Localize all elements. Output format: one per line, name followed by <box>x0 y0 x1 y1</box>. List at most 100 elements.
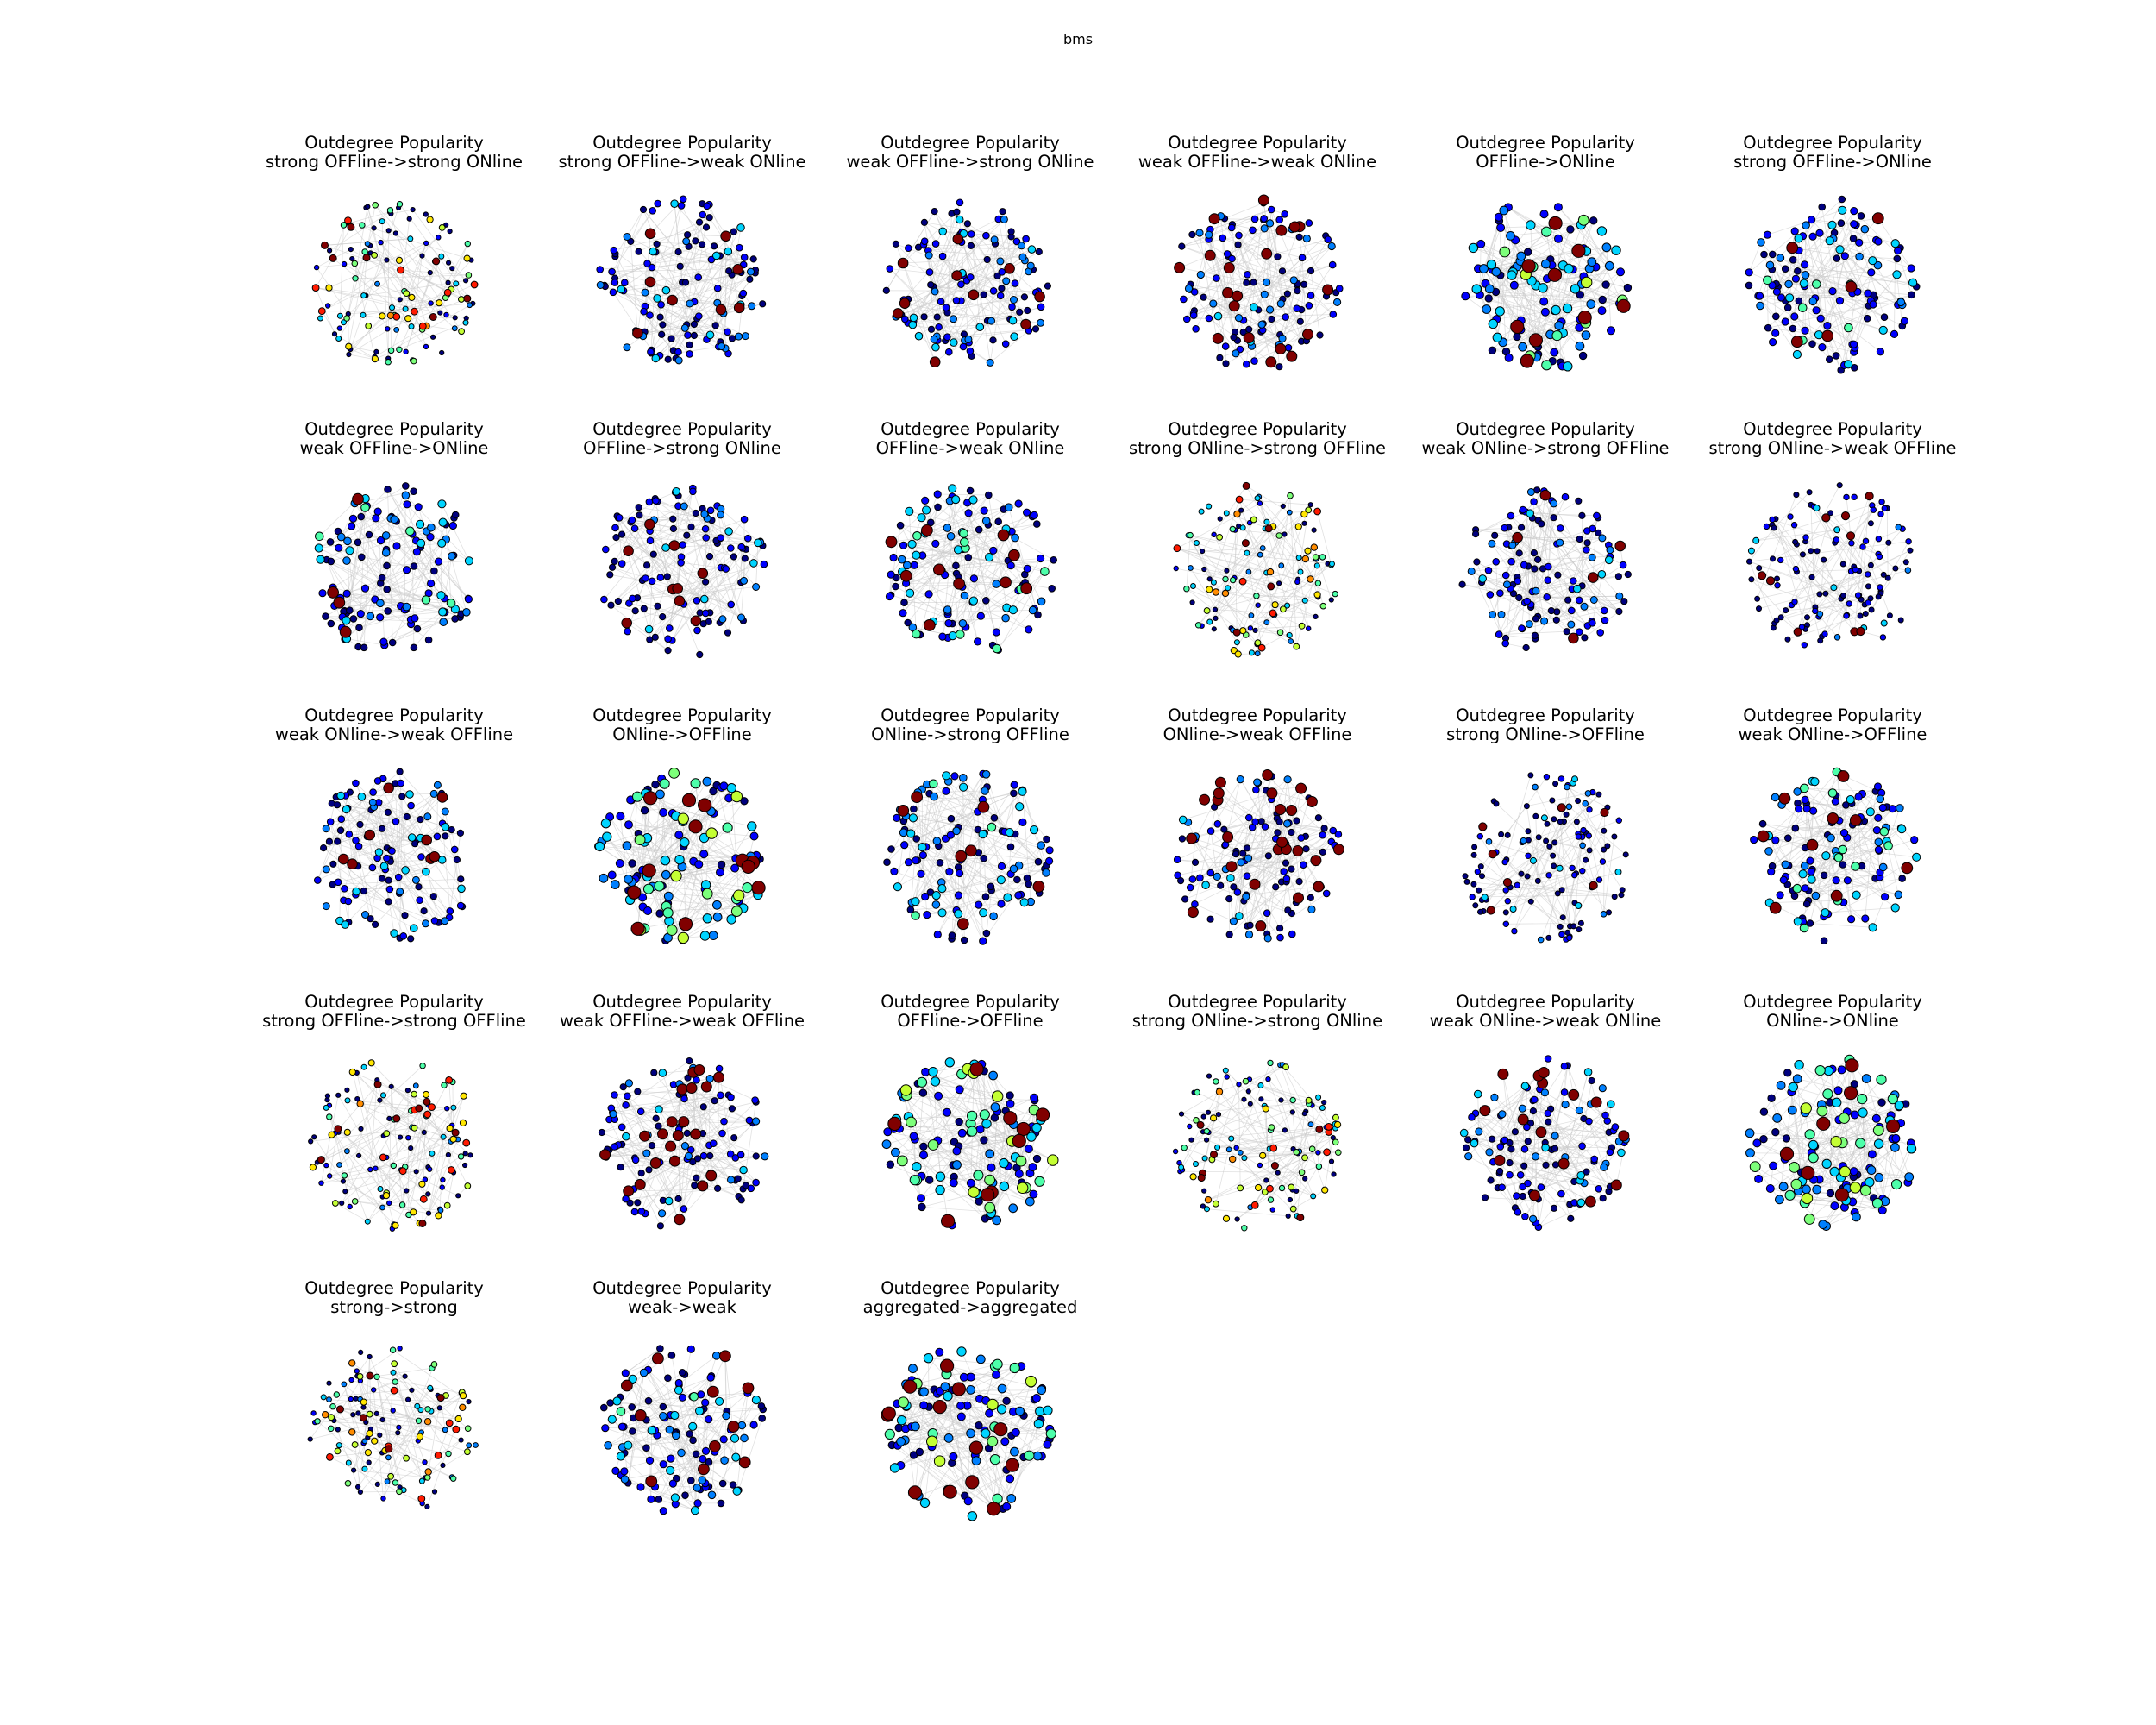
graph-edge <box>1258 308 1297 310</box>
graph-node <box>741 859 755 874</box>
graph-node <box>1843 612 1850 619</box>
graph-edge <box>1193 793 1219 913</box>
graph-node <box>653 240 661 248</box>
graph-node <box>627 885 642 900</box>
graph-edge <box>1802 485 1840 555</box>
graph-node <box>747 267 755 276</box>
graph-node <box>1261 248 1273 260</box>
graph-edge <box>318 548 427 600</box>
graph-node <box>658 330 666 338</box>
graph-node <box>1283 290 1291 298</box>
graph-edge <box>1506 255 1522 352</box>
graph-node <box>611 279 619 286</box>
graph-edge <box>1514 819 1555 932</box>
panel-title-line2: weak OFFline->ONline <box>299 438 489 458</box>
graph-node <box>1575 902 1583 909</box>
graph-node <box>906 829 916 838</box>
graph-node <box>1250 279 1257 286</box>
graph-node <box>923 911 931 919</box>
graph-edge <box>927 250 937 348</box>
graph-node <box>360 503 370 512</box>
panel-title-line2: weak ONline->strong OFFline <box>1421 438 1670 458</box>
panel-title: Outdegree Popularity strong OFFline->ONli… <box>1686 134 1979 172</box>
graph-node <box>453 280 460 287</box>
graph-node <box>1514 577 1522 585</box>
graph-node <box>908 320 918 329</box>
graph-edge <box>1848 327 1881 353</box>
graph-node <box>1773 617 1780 624</box>
graph-node <box>955 215 964 224</box>
graph-node <box>952 826 961 836</box>
graph-node <box>1874 237 1883 246</box>
graph-edge <box>741 547 744 581</box>
graph-edge <box>1200 229 1293 275</box>
graph-edge <box>1794 250 1800 317</box>
graph-node <box>402 602 411 612</box>
graph-node <box>1201 566 1207 573</box>
graph-node <box>1217 881 1225 889</box>
graph-node <box>1251 818 1259 826</box>
graph-node <box>396 201 404 208</box>
graph-node <box>1307 575 1314 583</box>
graph-edge <box>611 841 645 875</box>
graph-node <box>720 230 731 242</box>
graph-node <box>436 299 443 307</box>
graph-node <box>692 237 699 245</box>
graph-node <box>1833 254 1841 262</box>
graph-edge <box>1258 310 1286 317</box>
graph-node <box>1551 304 1561 316</box>
graph-edge <box>1210 209 1272 230</box>
graph-node <box>316 555 325 564</box>
graph-node <box>1037 554 1045 563</box>
graph-node <box>1183 315 1191 323</box>
graph-edge <box>1819 233 1828 336</box>
graph-node <box>749 831 759 841</box>
graph-node <box>1758 819 1767 828</box>
graph-edge <box>893 870 959 896</box>
graph-node <box>1769 250 1777 259</box>
graph-node <box>1907 264 1915 273</box>
graph-node <box>1259 545 1266 551</box>
graph-edge <box>1804 264 1917 287</box>
graph-node <box>1908 278 1918 287</box>
graph-node <box>1867 561 1874 568</box>
graph-node <box>1526 509 1534 518</box>
graph-node <box>1024 306 1031 315</box>
graph-node <box>1307 267 1315 275</box>
graph-node <box>1295 782 1307 794</box>
graph-node <box>1267 582 1275 591</box>
graph-node <box>987 882 995 891</box>
graph-node <box>649 550 657 558</box>
graph-node <box>1008 303 1016 311</box>
graph-edge <box>915 811 979 902</box>
graph-node <box>1551 330 1563 342</box>
graph-edge <box>398 256 442 350</box>
graph-node <box>422 919 430 928</box>
graph-edge <box>1550 269 1574 335</box>
graph-node <box>1771 329 1780 337</box>
graph-node <box>699 241 706 248</box>
panel-title: Outdegree Popularity ONline->weak OFFline <box>1111 706 1404 744</box>
graph-node <box>1232 349 1240 358</box>
graph-node <box>351 260 359 267</box>
graph-node <box>1298 254 1307 262</box>
graph-node <box>1890 903 1900 913</box>
graph-node <box>1223 250 1232 258</box>
graph-node <box>1910 836 1919 844</box>
graph-node <box>1587 572 1599 583</box>
graph-edge <box>1513 860 1534 910</box>
graph-node <box>966 347 975 355</box>
graph-edge <box>717 505 763 547</box>
graph-node <box>1783 607 1789 614</box>
graph-edge <box>390 836 446 862</box>
graph-edge <box>644 198 684 307</box>
graph-node <box>441 807 449 816</box>
graph-node <box>736 223 745 232</box>
graph-node <box>979 937 987 945</box>
graph-node <box>1839 861 1847 869</box>
panel-title-line2: strong OFFline->ONline <box>1733 152 1932 172</box>
graph-node <box>736 243 743 252</box>
graph-edge <box>381 221 389 362</box>
graph-node <box>690 778 701 789</box>
graph-node <box>899 569 912 582</box>
